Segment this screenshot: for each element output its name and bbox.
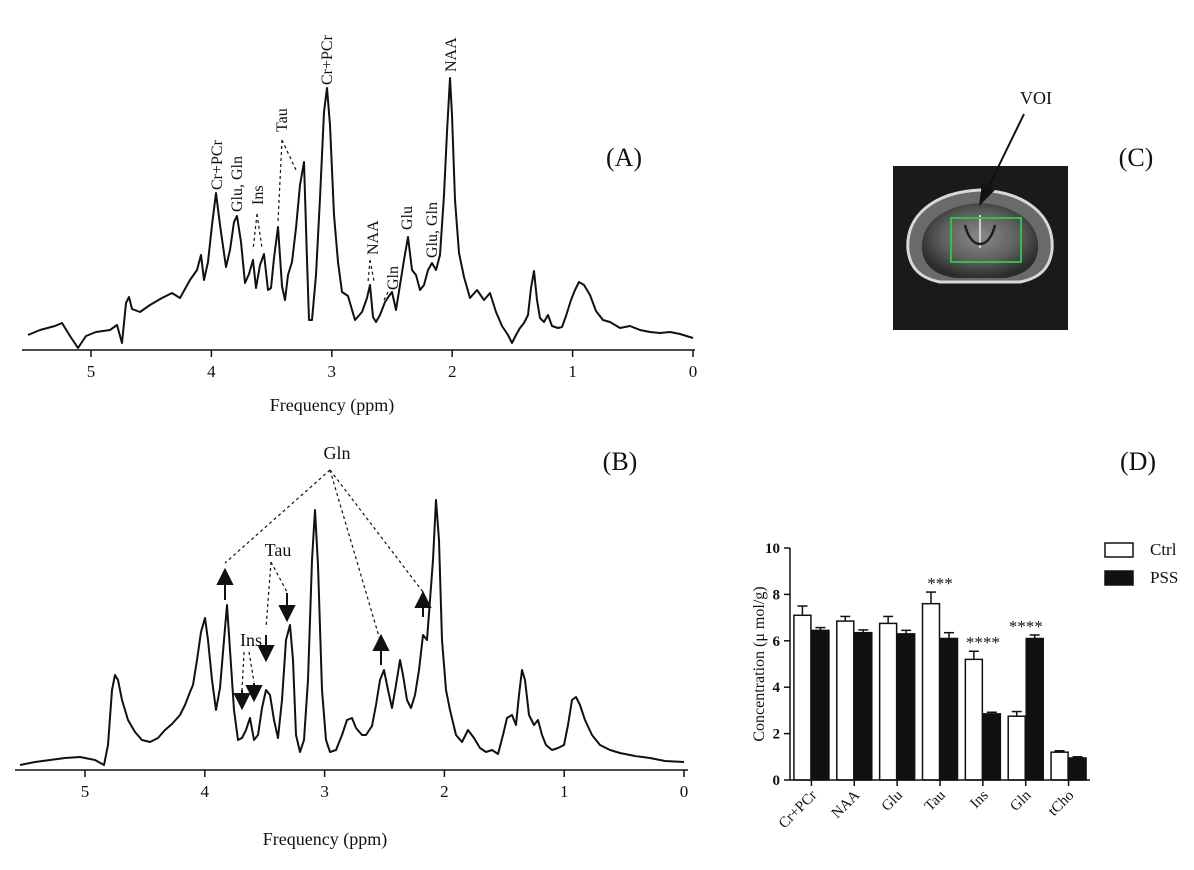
peak-label-cr-pcr-2: Cr+PCr	[319, 34, 336, 85]
bar-ctrl	[878, 622, 898, 781]
mri-ventricles	[963, 224, 997, 246]
x-tick-label: 0	[689, 362, 698, 381]
up-arrow-icon	[216, 567, 234, 600]
y-tick-label: 0	[773, 773, 781, 789]
peak-label-b-gln: Gln	[324, 443, 351, 463]
significance-label: ****	[966, 633, 1000, 652]
x-tick-label: 2	[440, 782, 449, 801]
peak-label-glu-gln-2: Glu, Gln	[424, 202, 441, 258]
bar-ctrl	[921, 602, 941, 781]
x-tick-label: 4	[207, 362, 216, 381]
spectrum-b-line	[19, 499, 685, 766]
peak-label-gln: Gln	[385, 266, 402, 290]
bar-pss	[896, 633, 916, 781]
x-tick-label: 4	[201, 782, 210, 801]
x-tick-label: 1	[560, 782, 569, 801]
peak-label-glu: Glu	[399, 206, 416, 230]
significance-label: ****	[1009, 617, 1043, 636]
legend-swatch-pss	[1104, 570, 1134, 586]
panel-d-label: (D)	[1120, 447, 1156, 476]
axis-a-title: Frequency (ppm)	[270, 395, 394, 416]
panel-c: VOI (C)	[893, 88, 1153, 330]
bar-pss	[982, 713, 1002, 781]
bar-pss	[811, 629, 830, 781]
significance-label: ***	[927, 574, 953, 593]
peak-label-cr-pcr-1: Cr+PCr	[209, 139, 226, 190]
up-arrow-icon	[414, 590, 432, 617]
axis-a-ticks: 5 4 3 2 1 0	[87, 350, 698, 381]
peak-label-b-tau: Tau	[265, 540, 292, 560]
y-axis-title: Concentration (μ mol/g)	[751, 586, 768, 741]
down-arrow-icon	[245, 683, 263, 703]
bars: ***********	[793, 574, 1087, 781]
x-tick-label: 5	[87, 362, 96, 381]
x-tick-label: 5	[81, 782, 90, 801]
down-arrow-icon	[233, 690, 251, 711]
bar-ctrl	[793, 614, 812, 781]
peak-label-tau: Tau	[274, 108, 291, 132]
panel-a-label: (A)	[606, 143, 642, 172]
x-tick-label: 1	[568, 362, 577, 381]
peak-label-b-ins: Ins	[240, 630, 262, 650]
legend-label-ctrl: Ctrl	[1150, 540, 1177, 559]
y-tick-label: 8	[773, 587, 781, 603]
x-tick-label: Tau	[922, 787, 949, 814]
bar-pss	[939, 637, 959, 781]
bar-pss	[1068, 757, 1087, 781]
bar-ctrl	[1007, 715, 1026, 781]
voi-label: VOI	[1020, 88, 1052, 108]
x-axis: Cr+PCr NAA Glu Tau Ins Gln tCho	[776, 779, 1090, 832]
legend-swatch-ctrl	[1104, 542, 1134, 558]
y-tick-label: 4	[773, 680, 781, 696]
x-tick-label: 2	[448, 362, 457, 381]
x-tick-label: NAA	[829, 787, 863, 821]
x-tick-label: 3	[328, 362, 337, 381]
bar-ctrl	[836, 620, 855, 781]
down-arrow-icon	[257, 635, 275, 663]
y-tick-label: 2	[773, 727, 781, 743]
spectrum-a-line	[27, 77, 694, 349]
bar-pss	[854, 631, 873, 781]
panel-b: 5 4 3 2 1 0 Frequency (ppm) (B) Gln Tau Ins	[15, 443, 688, 850]
axis-b-title: Frequency (ppm)	[263, 829, 387, 850]
peak-leaders-a	[252, 139, 389, 301]
bar-ctrl	[964, 658, 984, 781]
x-tick-label: 0	[680, 782, 689, 801]
x-tick-label: Gln	[1007, 787, 1035, 815]
legend-label-pss: PSS	[1150, 568, 1178, 587]
y-axis: 0 2 4 6 8 10	[765, 541, 791, 789]
voi-box	[950, 217, 1022, 263]
peak-label-ins: Ins	[250, 185, 267, 205]
peak-label-naa-2: NAA	[443, 37, 460, 72]
x-tick-label: Cr+PCr	[776, 788, 820, 832]
panel-b-label: (B)	[603, 447, 638, 476]
up-arrow-icon	[372, 633, 390, 665]
voi-arrow-icon	[979, 113, 1025, 206]
x-tick-label: Glu	[879, 787, 907, 815]
peak-label-glu-gln-1: Glu, Gln	[229, 156, 246, 212]
arrows-b	[216, 567, 432, 711]
x-tick-label: Ins	[967, 787, 991, 811]
peak-labels-a: Cr+PCr Glu, Gln Ins Tau Cr+PCr NAA Gln G…	[209, 34, 460, 290]
bar-ctrl	[1050, 751, 1069, 781]
down-arrow-icon	[278, 593, 296, 623]
y-tick-label: 6	[773, 634, 781, 650]
legend: Ctrl PSS	[1104, 540, 1178, 587]
peak-leaders-b	[224, 469, 424, 691]
y-tick-label: 10	[765, 541, 780, 557]
axis-b-ticks: 5 4 3 2 1 0	[81, 770, 689, 801]
panel-c-label: (C)	[1119, 143, 1154, 172]
bar-pss	[1025, 637, 1044, 781]
x-tick-label: 3	[320, 782, 329, 801]
panel-a: 5 4 3 2 1 0 Frequency (ppm) (A) Cr+PCr Glu, G…	[22, 34, 697, 416]
peak-label-naa-1: NAA	[365, 220, 382, 255]
x-tick-label: tCho	[1045, 788, 1077, 820]
